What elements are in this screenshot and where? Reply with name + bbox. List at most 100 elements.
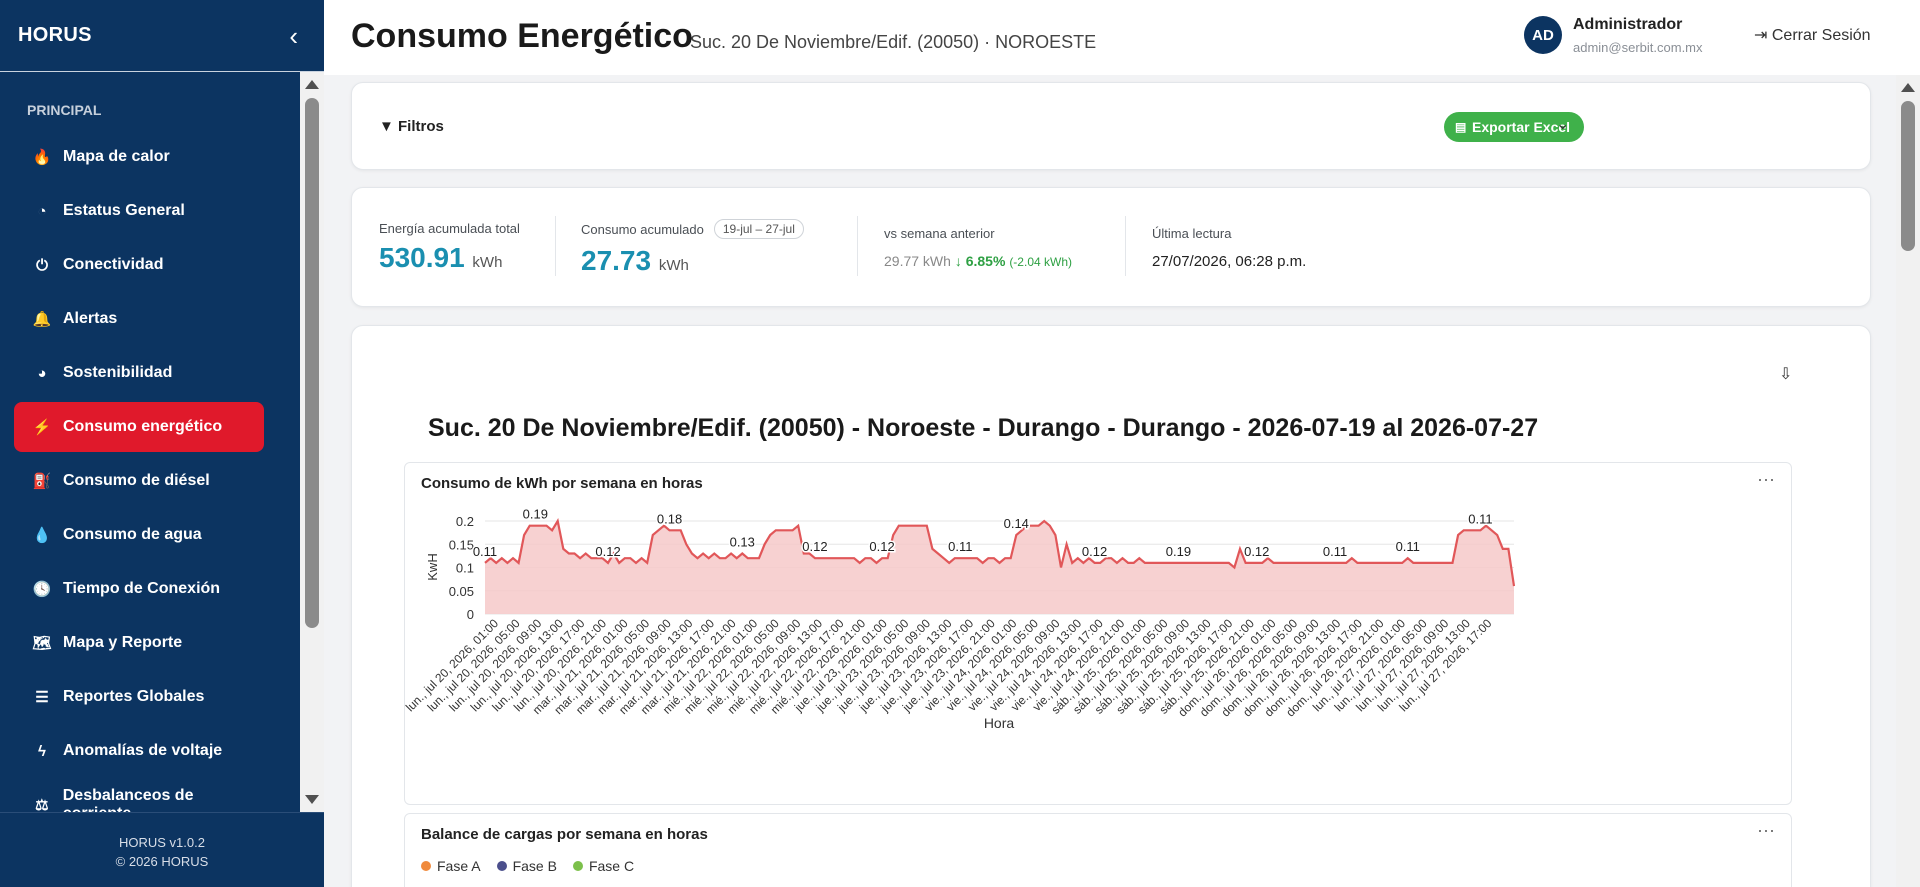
data-label: 0.11 — [1396, 539, 1420, 554]
filters-card: ▼ Filtros ▤ Exportar Excel ⌄ — [351, 82, 1871, 170]
vs-pct: ↓ 6.85% — [954, 253, 1006, 269]
sidebar-item-label: Sostenibilidad — [63, 364, 173, 381]
data-label: 0.18 — [657, 511, 682, 526]
copyright-label: © 2026 HORUS — [115, 854, 209, 869]
logout-label: Cerrar Sesión — [1771, 27, 1871, 44]
legend-item[interactable]: Fase C — [572, 858, 634, 874]
data-label: 0.12 — [802, 539, 827, 554]
sidebar-item-label: Anomalías de voltaje — [63, 742, 223, 759]
sidebar-item-label: Tiempo de Conexión — [63, 580, 221, 597]
pie-chart-icon: ◕ — [37, 364, 47, 382]
sidebar-footer: HORUS v1.0.2 © 2026 HORUS — [0, 812, 324, 887]
sidebar-section-title: PRINCIPAL — [27, 102, 102, 118]
page-title: Consumo Energético — [351, 17, 693, 55]
sidebar-item-consumo-energ-tico[interactable]: ⚡ Consumo energético — [14, 402, 264, 452]
series-line — [484, 518, 1516, 587]
sidebar-item-label: Desbalanceos de corriente — [62, 787, 194, 812]
filters-toggle[interactable]: ▼ Filtros — [379, 118, 444, 135]
data-label: 0.16 — [1613, 463, 1638, 466]
data-label: 0.19 — [1166, 544, 1191, 559]
avatar[interactable]: AD — [1524, 16, 1562, 54]
y-tick-label: 0.2 — [456, 514, 474, 529]
unit-label: kWh — [658, 257, 689, 274]
stat-comparison: vs semana anterior 29.77 kWh ↓ 6.85% (-2… — [884, 226, 1072, 269]
more-options-icon[interactable]: ··· — [1757, 820, 1775, 840]
y-tick-label: 0 — [467, 607, 474, 622]
divider — [555, 216, 556, 276]
phase-legend: Fase A Fase B Fase C — [421, 858, 650, 874]
panel-title: Balance de cargas por semana en horas — [421, 826, 708, 843]
sidebar-item-mapa-y-reporte[interactable]: 🗺 Mapa y Reporte — [14, 618, 264, 668]
sidebar-item-mapa-de-calor[interactable]: 🔥 Mapa de calor — [14, 132, 264, 182]
scroll-thumb[interactable] — [305, 98, 319, 628]
export-label: Exportar Excel — [1472, 119, 1571, 135]
clock-icon: 🕓 — [32, 581, 52, 598]
sidebar-item-reportes-globales[interactable]: ☰ Reportes Globales — [14, 672, 264, 722]
sidebar-item-alertas[interactable]: 🔔 Alertas — [14, 294, 264, 344]
stat-accumulated: Consumo acumulado 19-jul – 27-jul 27.73 k… — [581, 219, 804, 277]
chart-section-title: Suc. 20 De Noviembre/Edif. (20050) - Nor… — [428, 414, 1539, 442]
export-excel-button[interactable]: ▤ Exportar Excel — [1444, 112, 1585, 142]
filter-icon: ▼ — [379, 118, 399, 135]
sidebar-item-label: Consumo de agua — [63, 526, 202, 543]
sidebar-item-tiempo-de-conexi-n[interactable]: 🕓 Tiempo de Conexión — [14, 564, 264, 614]
chart-card: ⇩ Suc. 20 De Noviembre/Edif. (20050) - N… — [351, 325, 1871, 887]
stat-total-label: Energía acumulada total — [379, 221, 520, 236]
legend-swatch — [421, 861, 431, 871]
stat-last-reading: Última lectura 27/07/2026, 06:28 p.m. — [1152, 226, 1306, 270]
logout-icon: ⇥ — [1754, 27, 1772, 44]
logout-button[interactable]: ⇥ Cerrar Sesión — [1754, 25, 1871, 45]
chevron-down-icon[interactable]: ⌄ — [1556, 116, 1570, 133]
stat-total-value: 530.91 kWh — [379, 242, 520, 274]
sidebar-item-desbalanceos-de-corriente[interactable]: ⚖ Desbalanceos de corriente — [14, 780, 264, 812]
vs-label: vs semana anterior — [884, 226, 995, 241]
brand-logo: HORUS — [18, 24, 92, 46]
data-label: 0.11 — [473, 544, 497, 559]
sidebar-header: HORUS ‹ — [0, 0, 324, 72]
cloud-download-icon[interactable]: ⇩ — [1779, 366, 1793, 383]
legend-label: Fase B — [512, 858, 557, 874]
sidebar-item-consumo-de-di-sel[interactable]: ⛽ Consumo de diésel — [14, 456, 264, 506]
y-tick-label: 0.15 — [449, 537, 474, 552]
data-label: 0.12 — [869, 539, 894, 554]
sidebar-item-label: Mapa de calor — [63, 148, 170, 165]
sidebar-item-consumo-de-agua[interactable]: 💧 Consumo de agua — [14, 510, 264, 560]
sidebar-item-sostenibilidad[interactable]: ◕ Sostenibilidad — [14, 348, 264, 398]
gauge-icon: ◔ — [37, 202, 47, 220]
sidebar-item-estatus-general[interactable]: ◔ Estatus General — [14, 186, 264, 236]
legend-item[interactable]: Fase A — [421, 858, 481, 874]
version-label: HORUS v1.0.2 — [119, 835, 205, 850]
data-label: 0.11 — [1541, 463, 1565, 466]
sidebar-scrollbar[interactable] — [300, 72, 324, 812]
divider — [857, 216, 858, 276]
data-label: 0.13 — [730, 535, 755, 550]
scroll-up-arrow-icon[interactable] — [1901, 83, 1915, 92]
data-label: 0.12 — [1244, 544, 1269, 559]
chart-title: Consumo de kWh por semana en horas — [421, 475, 703, 492]
scroll-down-arrow-icon[interactable] — [305, 795, 319, 804]
sidebar-item-conectividad[interactable]: ⏻ Conectividad — [14, 240, 264, 290]
collapse-sidebar-icon[interactable]: ‹ — [289, 20, 298, 51]
sidebar-item-label: Consumo de diésel — [63, 472, 210, 489]
last-label: Última lectura — [1152, 226, 1232, 241]
scroll-thumb[interactable] — [1901, 101, 1915, 251]
sidebar-item-label: Mapa y Reporte — [63, 634, 183, 651]
vs-values: 29.77 kWh ↓ 6.85% (-2.04 kWh) — [884, 253, 1072, 269]
excel-file-icon: ▤ — [1455, 120, 1467, 134]
droplet-icon: 💧 — [32, 527, 52, 544]
sidebar-item-anomal-as-de-voltaje[interactable]: ϟ Anomalías de voltaje — [14, 726, 264, 776]
more-options-icon[interactable]: ··· — [1757, 469, 1775, 489]
vs-delta: (-2.04 kWh) — [1009, 255, 1072, 269]
stat-acc-value: 27.73 kWh — [581, 245, 804, 277]
user-email: admin@serbit.com.mx — [1573, 40, 1703, 55]
scroll-up-arrow-icon[interactable] — [305, 80, 319, 89]
page-scrollbar[interactable] — [1896, 75, 1920, 887]
y-tick-label: 0.05 — [449, 584, 474, 599]
legend-item[interactable]: Fase B — [496, 858, 557, 874]
unit-label: kWh — [472, 254, 503, 271]
vs-prev: 29.77 kWh — [884, 253, 951, 269]
data-label: 0.14 — [1004, 516, 1029, 531]
data-label: 0.11 — [1468, 511, 1492, 526]
stat-acc-label: Consumo acumulado 19-jul – 27-jul — [581, 219, 804, 239]
main-area: Consumo Energético Suc. 20 De Noviembre/… — [324, 0, 1920, 887]
